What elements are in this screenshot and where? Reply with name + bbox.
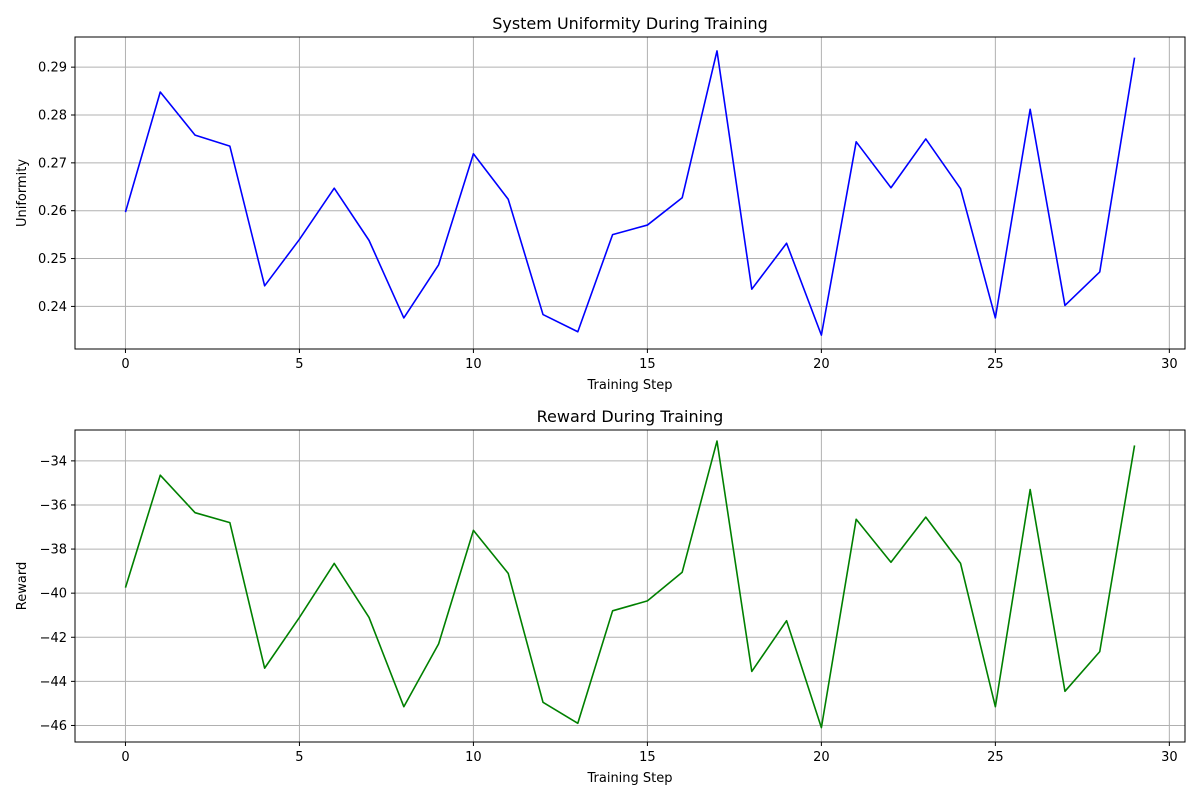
x-tick-label: 30 [1161, 750, 1178, 765]
x-tick-label: 20 [813, 357, 830, 372]
x-tick-label: 30 [1161, 357, 1178, 372]
y-tick-label: −38 [40, 543, 67, 558]
chart-title: Reward During Training [537, 407, 724, 426]
x-tick-label: 15 [639, 750, 656, 765]
y-tick-label: 0.26 [38, 204, 67, 219]
x-tick-label: 15 [639, 357, 656, 372]
x-tick-label: 10 [465, 750, 482, 765]
y-axis-label: Uniformity [15, 159, 30, 227]
y-tick-label: −44 [40, 675, 67, 690]
y-tick-label: −36 [40, 498, 67, 513]
x-tick-label: 5 [295, 357, 303, 372]
y-tick-label: −46 [40, 719, 67, 734]
y-tick-label: −42 [40, 631, 67, 646]
plot-frame [74, 429, 1186, 743]
x-axis-label: Training Step [586, 771, 672, 786]
x-tick-label: 25 [987, 750, 1004, 765]
x-tick-label: 25 [987, 357, 1004, 372]
y-tick-label: 0.27 [38, 156, 67, 171]
y-tick-label: 0.28 [38, 109, 67, 124]
y-axis-label: Reward [15, 562, 30, 610]
chart-title: System Uniformity During Training [492, 14, 768, 33]
x-tick-label: 0 [121, 750, 129, 765]
series-line [124, 50, 1136, 336]
y-tick-label: −34 [40, 454, 67, 469]
y-tick-label: −40 [40, 587, 67, 602]
y-tick-label: 0.24 [38, 300, 67, 315]
plot-frame [74, 36, 1186, 350]
subplot-1: 0 5 10 15 20 25 30 0.24 0.25 0.26 0.27 0.28 0.29 Syst… [15, 14, 1186, 393]
x-tick-label: 5 [295, 750, 303, 765]
subplot-2: 0 5 10 15 20 25 30 −46 −44 −42 −40 −38 −36 −34 Reward … [15, 407, 1186, 786]
x-tick-label: 0 [121, 357, 129, 372]
series-line [124, 440, 1136, 729]
x-tick-label: 10 [465, 357, 482, 372]
y-tick-label: 0.25 [38, 252, 67, 267]
y-tick-label: 0.29 [38, 61, 67, 76]
x-axis-label: Training Step [586, 378, 672, 393]
x-tick-label: 20 [813, 750, 830, 765]
